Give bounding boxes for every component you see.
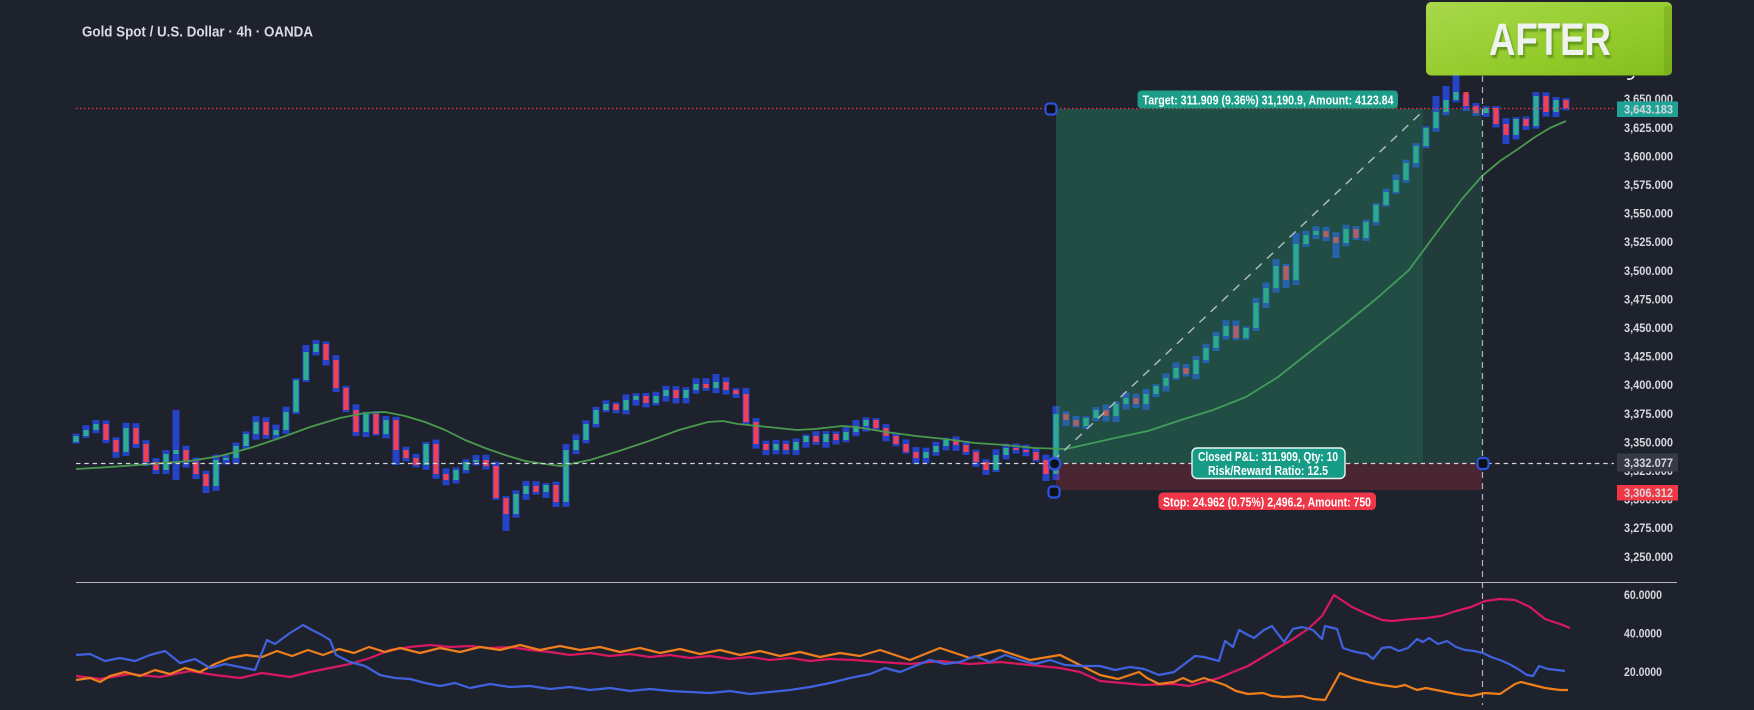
svg-text:3,332.077: 3,332.077 (1624, 456, 1673, 470)
svg-text:Closed P&L: 311.909, Qty: 10: Closed P&L: 311.909, Qty: 10 (1198, 449, 1338, 464)
svg-text:3,250.000: 3,250.000 (1624, 550, 1673, 564)
svg-text:Target: 311.909 (9.36%) 31,190: Target: 311.909 (9.36%) 31,190.9, Amount… (1143, 93, 1395, 108)
svg-text:3,625.000: 3,625.000 (1624, 121, 1673, 135)
svg-text:Gold Spot / U.S. Dollar · 4h ·: Gold Spot / U.S. Dollar · 4h · OANDA (82, 25, 313, 41)
svg-text:3,500.000: 3,500.000 (1624, 264, 1673, 278)
svg-text:Stop: 24.962 (0.75%) 2,496.2,: Stop: 24.962 (0.75%) 2,496.2, Amount: 75… (1163, 494, 1371, 509)
svg-text:3,525.000: 3,525.000 (1624, 235, 1673, 249)
svg-text:3,275.000: 3,275.000 (1624, 521, 1673, 535)
svg-text:60.0000: 60.0000 (1624, 588, 1662, 602)
svg-text:3,450.000: 3,450.000 (1624, 321, 1673, 335)
svg-text:3,550.000: 3,550.000 (1624, 207, 1673, 221)
svg-text:3,643.183: 3,643.183 (1624, 102, 1673, 116)
svg-text:3,575.000: 3,575.000 (1624, 178, 1673, 192)
svg-text:3,475.000: 3,475.000 (1624, 292, 1673, 306)
svg-text:3,350.000: 3,350.000 (1624, 435, 1673, 449)
svg-text:20.0000: 20.0000 (1624, 665, 1662, 679)
svg-text:3,375.000: 3,375.000 (1624, 407, 1673, 421)
svg-text:40.0000: 40.0000 (1624, 627, 1662, 641)
svg-text:AFTER: AFTER (1489, 14, 1611, 65)
svg-text:3,306.312: 3,306.312 (1624, 486, 1673, 500)
svg-text:3,600.000: 3,600.000 (1624, 149, 1673, 163)
svg-text:3,425.000: 3,425.000 (1624, 350, 1673, 364)
svg-text:Risk/Reward Ratio: 12.5: Risk/Reward Ratio: 12.5 (1208, 463, 1328, 478)
svg-text:3,400.000: 3,400.000 (1624, 378, 1673, 392)
